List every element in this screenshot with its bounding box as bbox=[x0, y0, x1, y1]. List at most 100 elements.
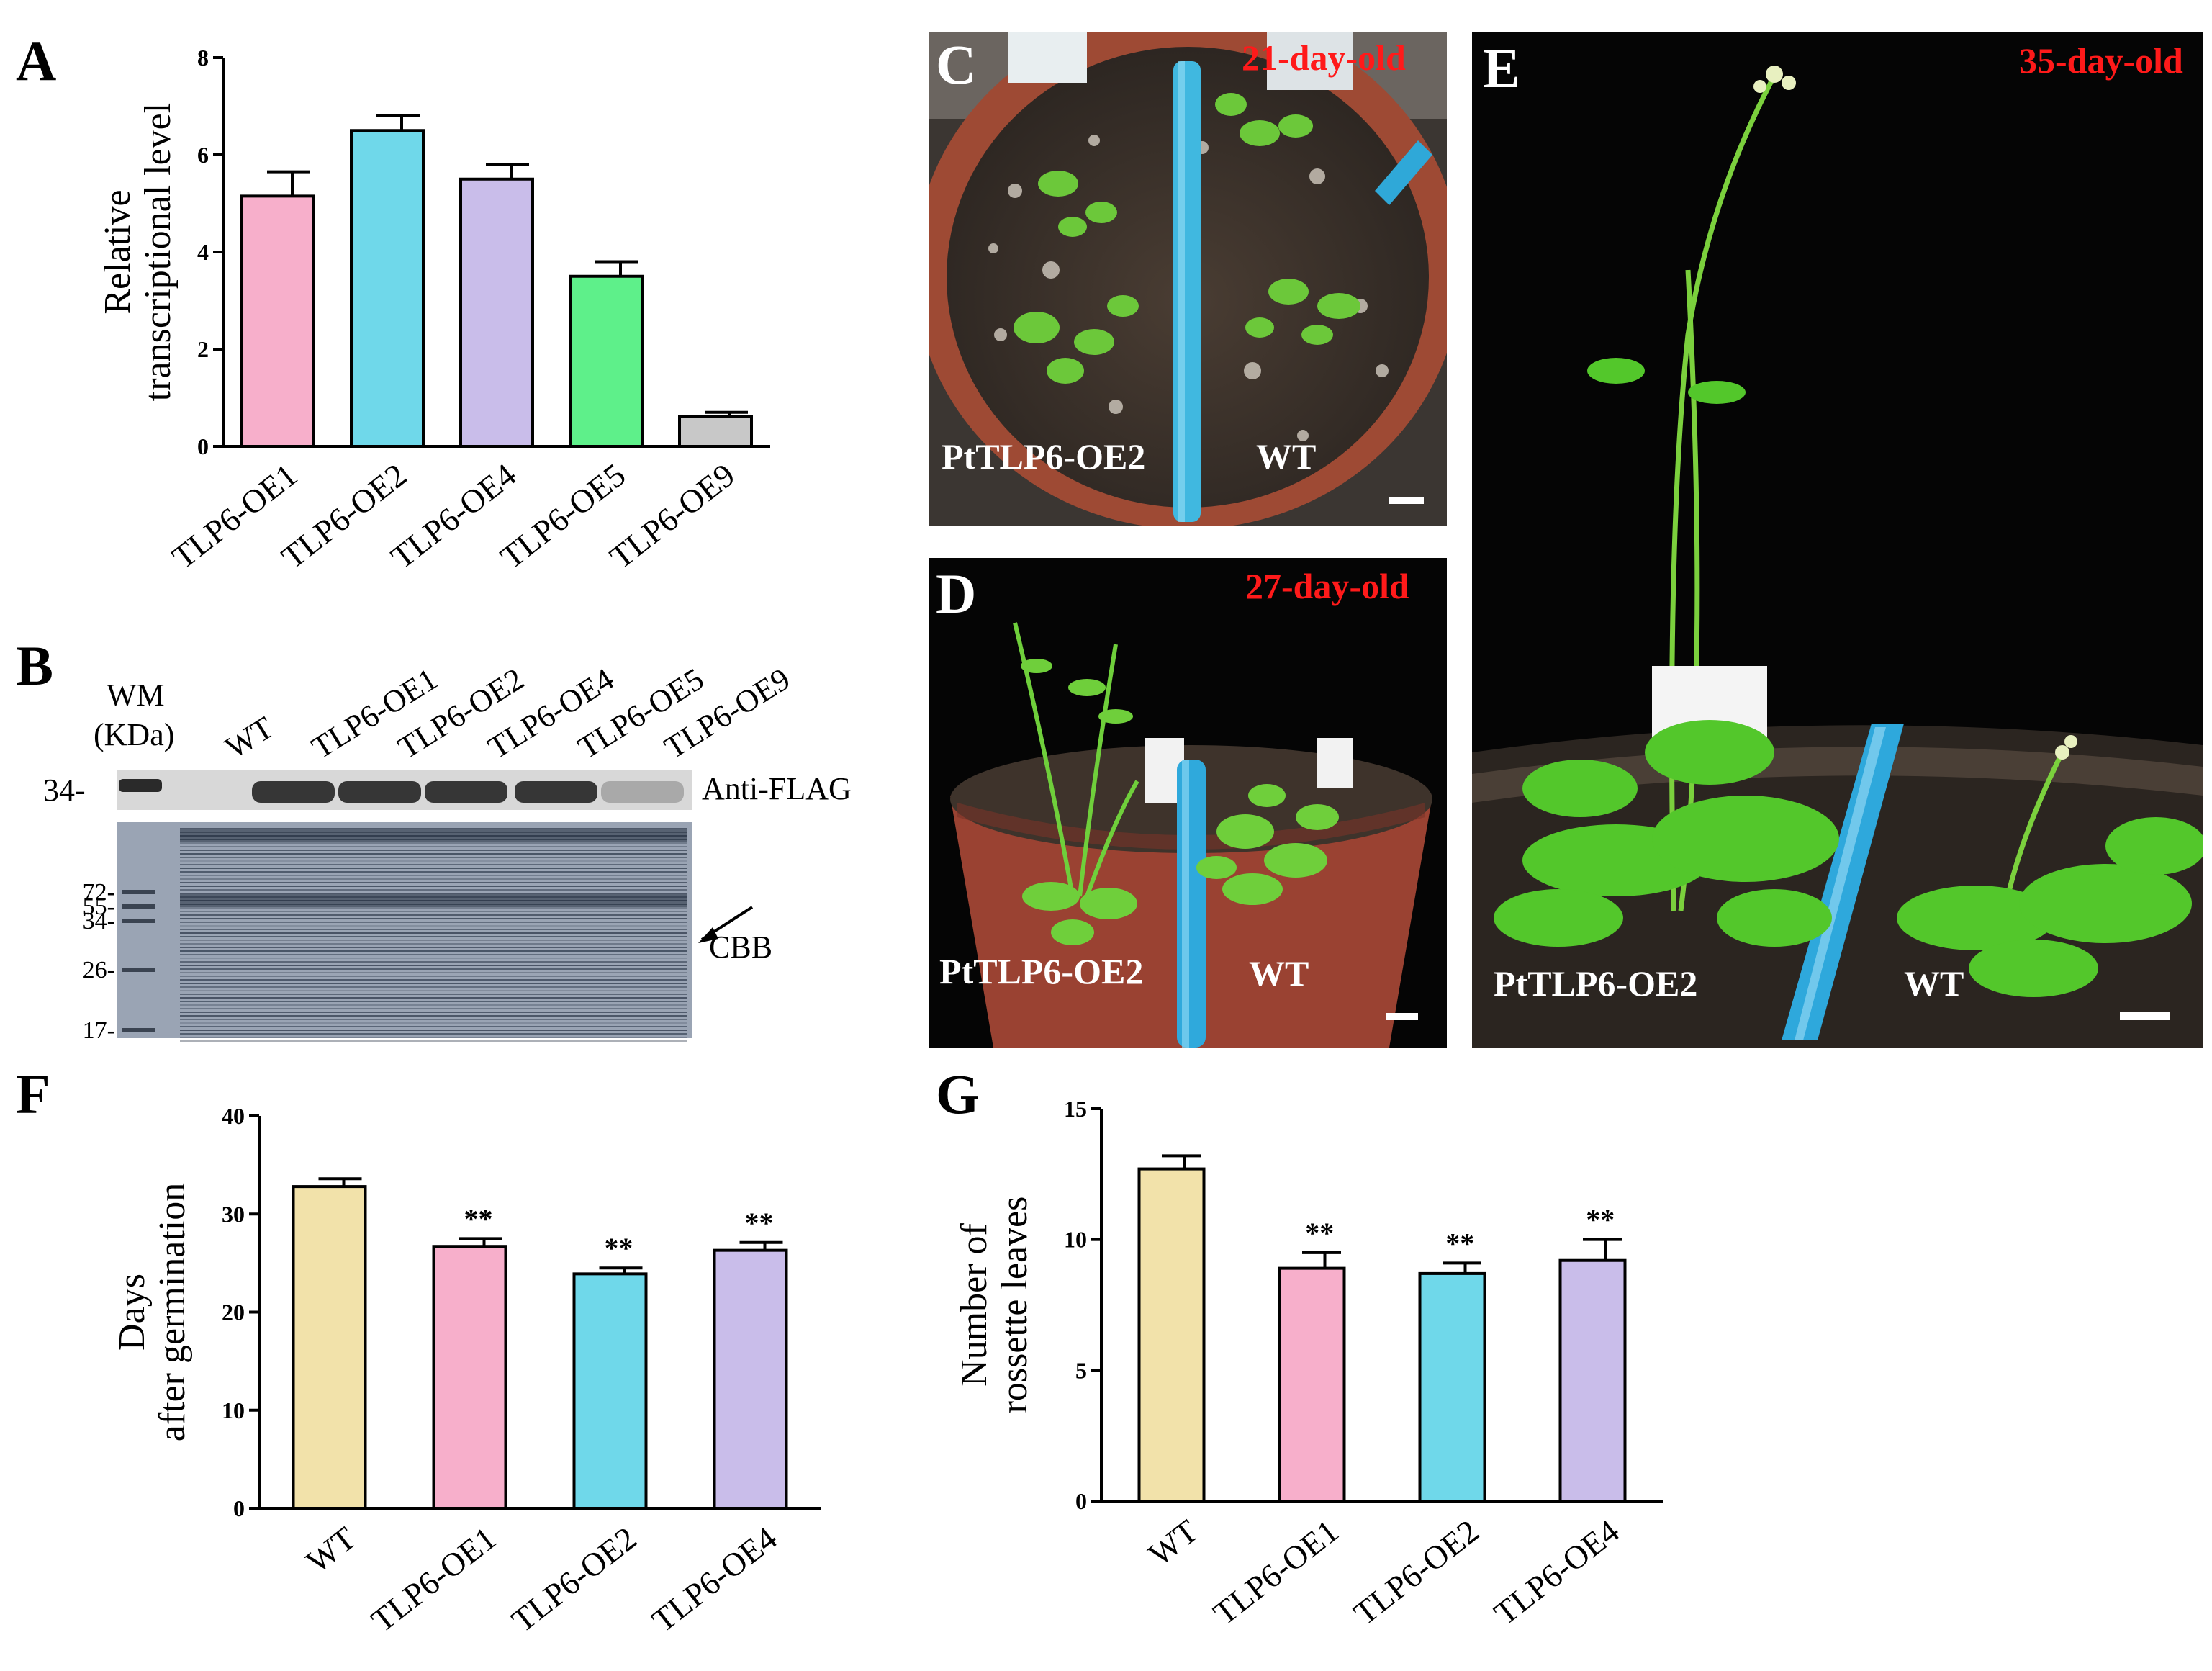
cbb-band bbox=[180, 1019, 687, 1020]
y-tick-label-a: 4 bbox=[197, 239, 209, 265]
panel-label-d: D bbox=[936, 562, 977, 625]
bar-a bbox=[569, 274, 644, 448]
cbb-band bbox=[180, 997, 687, 999]
cbb-band bbox=[180, 853, 687, 855]
cbb-band bbox=[180, 875, 687, 876]
cbb-band bbox=[180, 914, 687, 916]
bar-f bbox=[432, 1245, 507, 1510]
panel-label-g: G bbox=[936, 1063, 980, 1125]
cbb-band bbox=[180, 1008, 687, 1009]
cbb-band bbox=[180, 950, 687, 952]
chart-a: 0 2 4 6 8 Relative transcriptional level TLP6-O… bbox=[97, 45, 770, 576]
y-tick-label-a: 8 bbox=[197, 45, 209, 71]
y-tick-label-g: 15 bbox=[1064, 1096, 1087, 1122]
genotype-label-c-right: WT bbox=[1256, 436, 1317, 477]
age-label-c: 21-day-old bbox=[1242, 37, 1406, 78]
cbb-band bbox=[180, 932, 687, 934]
y-tick-label-f: 30 bbox=[222, 1201, 245, 1227]
cbb-band bbox=[180, 860, 687, 862]
blot-lane-label: WT bbox=[219, 710, 279, 766]
cbb-band bbox=[180, 842, 687, 844]
y-tick-label-f: 10 bbox=[222, 1397, 245, 1423]
bar-a bbox=[240, 194, 315, 448]
panel-label-e: E bbox=[1483, 37, 1521, 99]
genotype-label-e-left: PtTLP6-OE2 bbox=[1494, 963, 1698, 1004]
cbb-band bbox=[180, 947, 687, 948]
significance-mark-g: ** bbox=[1305, 1217, 1334, 1249]
cbb-marker-band bbox=[122, 904, 155, 909]
cbb-band bbox=[180, 882, 687, 883]
cbb-band bbox=[180, 846, 687, 847]
genotype-label-e-right: WT bbox=[1904, 963, 1964, 1004]
y-axis-title-f: Days bbox=[112, 1274, 153, 1351]
cbb-band bbox=[180, 922, 687, 923]
cbb-band bbox=[180, 1033, 687, 1035]
cbb-band bbox=[180, 1026, 687, 1027]
panel-label-c: C bbox=[936, 33, 977, 96]
cbb-marker-band bbox=[122, 968, 155, 972]
age-label-e: 35-day-old bbox=[2019, 40, 2183, 81]
x-tick-label-f: WT bbox=[299, 1520, 363, 1580]
cbb-label: CBB bbox=[709, 929, 772, 965]
cbb-band bbox=[180, 1015, 687, 1017]
genotype-label-d-right: WT bbox=[1249, 953, 1309, 994]
cbb-band bbox=[180, 965, 687, 966]
cbb-band bbox=[180, 878, 687, 880]
significance-mark-g: ** bbox=[1586, 1204, 1615, 1236]
bar-f bbox=[713, 1248, 788, 1510]
plant-photo-d-image bbox=[929, 558, 1447, 1048]
plant-photo-e-image bbox=[1472, 32, 2203, 1048]
cbb-band bbox=[180, 925, 687, 927]
y-tick-label-f: 40 bbox=[222, 1103, 245, 1129]
cbb-marker-band bbox=[122, 890, 155, 894]
scale-bar-e bbox=[2120, 1012, 2170, 1020]
wm-label: (KDa) bbox=[94, 717, 174, 752]
y-tick-label-g: 10 bbox=[1064, 1227, 1087, 1253]
bar-g bbox=[1558, 1258, 1627, 1503]
cbb-band bbox=[180, 1012, 687, 1013]
flag-band bbox=[252, 781, 335, 803]
scale-bar-c bbox=[1389, 497, 1424, 504]
cbb-band bbox=[180, 979, 687, 981]
cbb-band bbox=[180, 857, 687, 858]
cbb-band bbox=[180, 972, 687, 973]
cbb-band bbox=[180, 864, 687, 865]
plant-photo-d: 27-day-old PtTLP6-OE2 WT bbox=[929, 558, 1447, 1048]
chart-f: 0 10 20 30 40 Days after germination WT ** TLP6-O… bbox=[112, 1103, 821, 1639]
bar-g bbox=[1278, 1266, 1346, 1503]
scale-bar-d bbox=[1386, 1013, 1418, 1020]
plant-photo-c-image bbox=[929, 32, 1447, 526]
genotype-label-c-left: PtTLP6-OE2 bbox=[942, 436, 1146, 477]
y-axis-title-a: transcriptional level bbox=[137, 103, 179, 401]
y-tick-label-a: 0 bbox=[197, 433, 209, 459]
age-label-d: 27-day-old bbox=[1245, 566, 1409, 606]
cbb-major-band bbox=[180, 828, 687, 842]
genotype-label-d-left: PtTLP6-OE2 bbox=[939, 951, 1144, 991]
cbb-band bbox=[180, 1040, 687, 1042]
y-axis-title-f: after germination bbox=[152, 1183, 193, 1442]
x-tick-label-g: TLP6-OE4 bbox=[1487, 1513, 1625, 1632]
cbb-band bbox=[180, 889, 687, 891]
significance-mark-g: ** bbox=[1445, 1227, 1474, 1259]
bar-f bbox=[292, 1185, 367, 1510]
cbb-band bbox=[180, 1037, 687, 1038]
cbb-band bbox=[180, 986, 687, 988]
cbb-band bbox=[180, 954, 687, 955]
y-axis-title-g: rossette leaves bbox=[994, 1197, 1035, 1414]
cbb-marker-label: 55- bbox=[83, 893, 115, 920]
cbb-band bbox=[180, 958, 687, 959]
y-axis-title-a: Relative bbox=[97, 189, 138, 314]
bar-a bbox=[459, 177, 534, 448]
cbb-marker-band bbox=[122, 919, 155, 923]
panel-label-a: A bbox=[16, 30, 57, 92]
y-tick-label-g: 0 bbox=[1075, 1488, 1087, 1514]
cbb-marker-label: 34- bbox=[83, 908, 115, 934]
plant-photo-e: 35-day-old PtTLP6-OE2 WT bbox=[1472, 32, 2203, 1048]
significance-mark-f: ** bbox=[745, 1207, 774, 1239]
x-tick-label-f: TLP6-OE2 bbox=[505, 1520, 643, 1639]
bar-a bbox=[678, 415, 753, 449]
y-tick-label-g: 5 bbox=[1075, 1357, 1087, 1383]
wm-label: WM bbox=[107, 677, 165, 713]
cbb-marker-label: 17- bbox=[83, 1017, 115, 1044]
y-tick-label-f: 20 bbox=[222, 1300, 245, 1325]
